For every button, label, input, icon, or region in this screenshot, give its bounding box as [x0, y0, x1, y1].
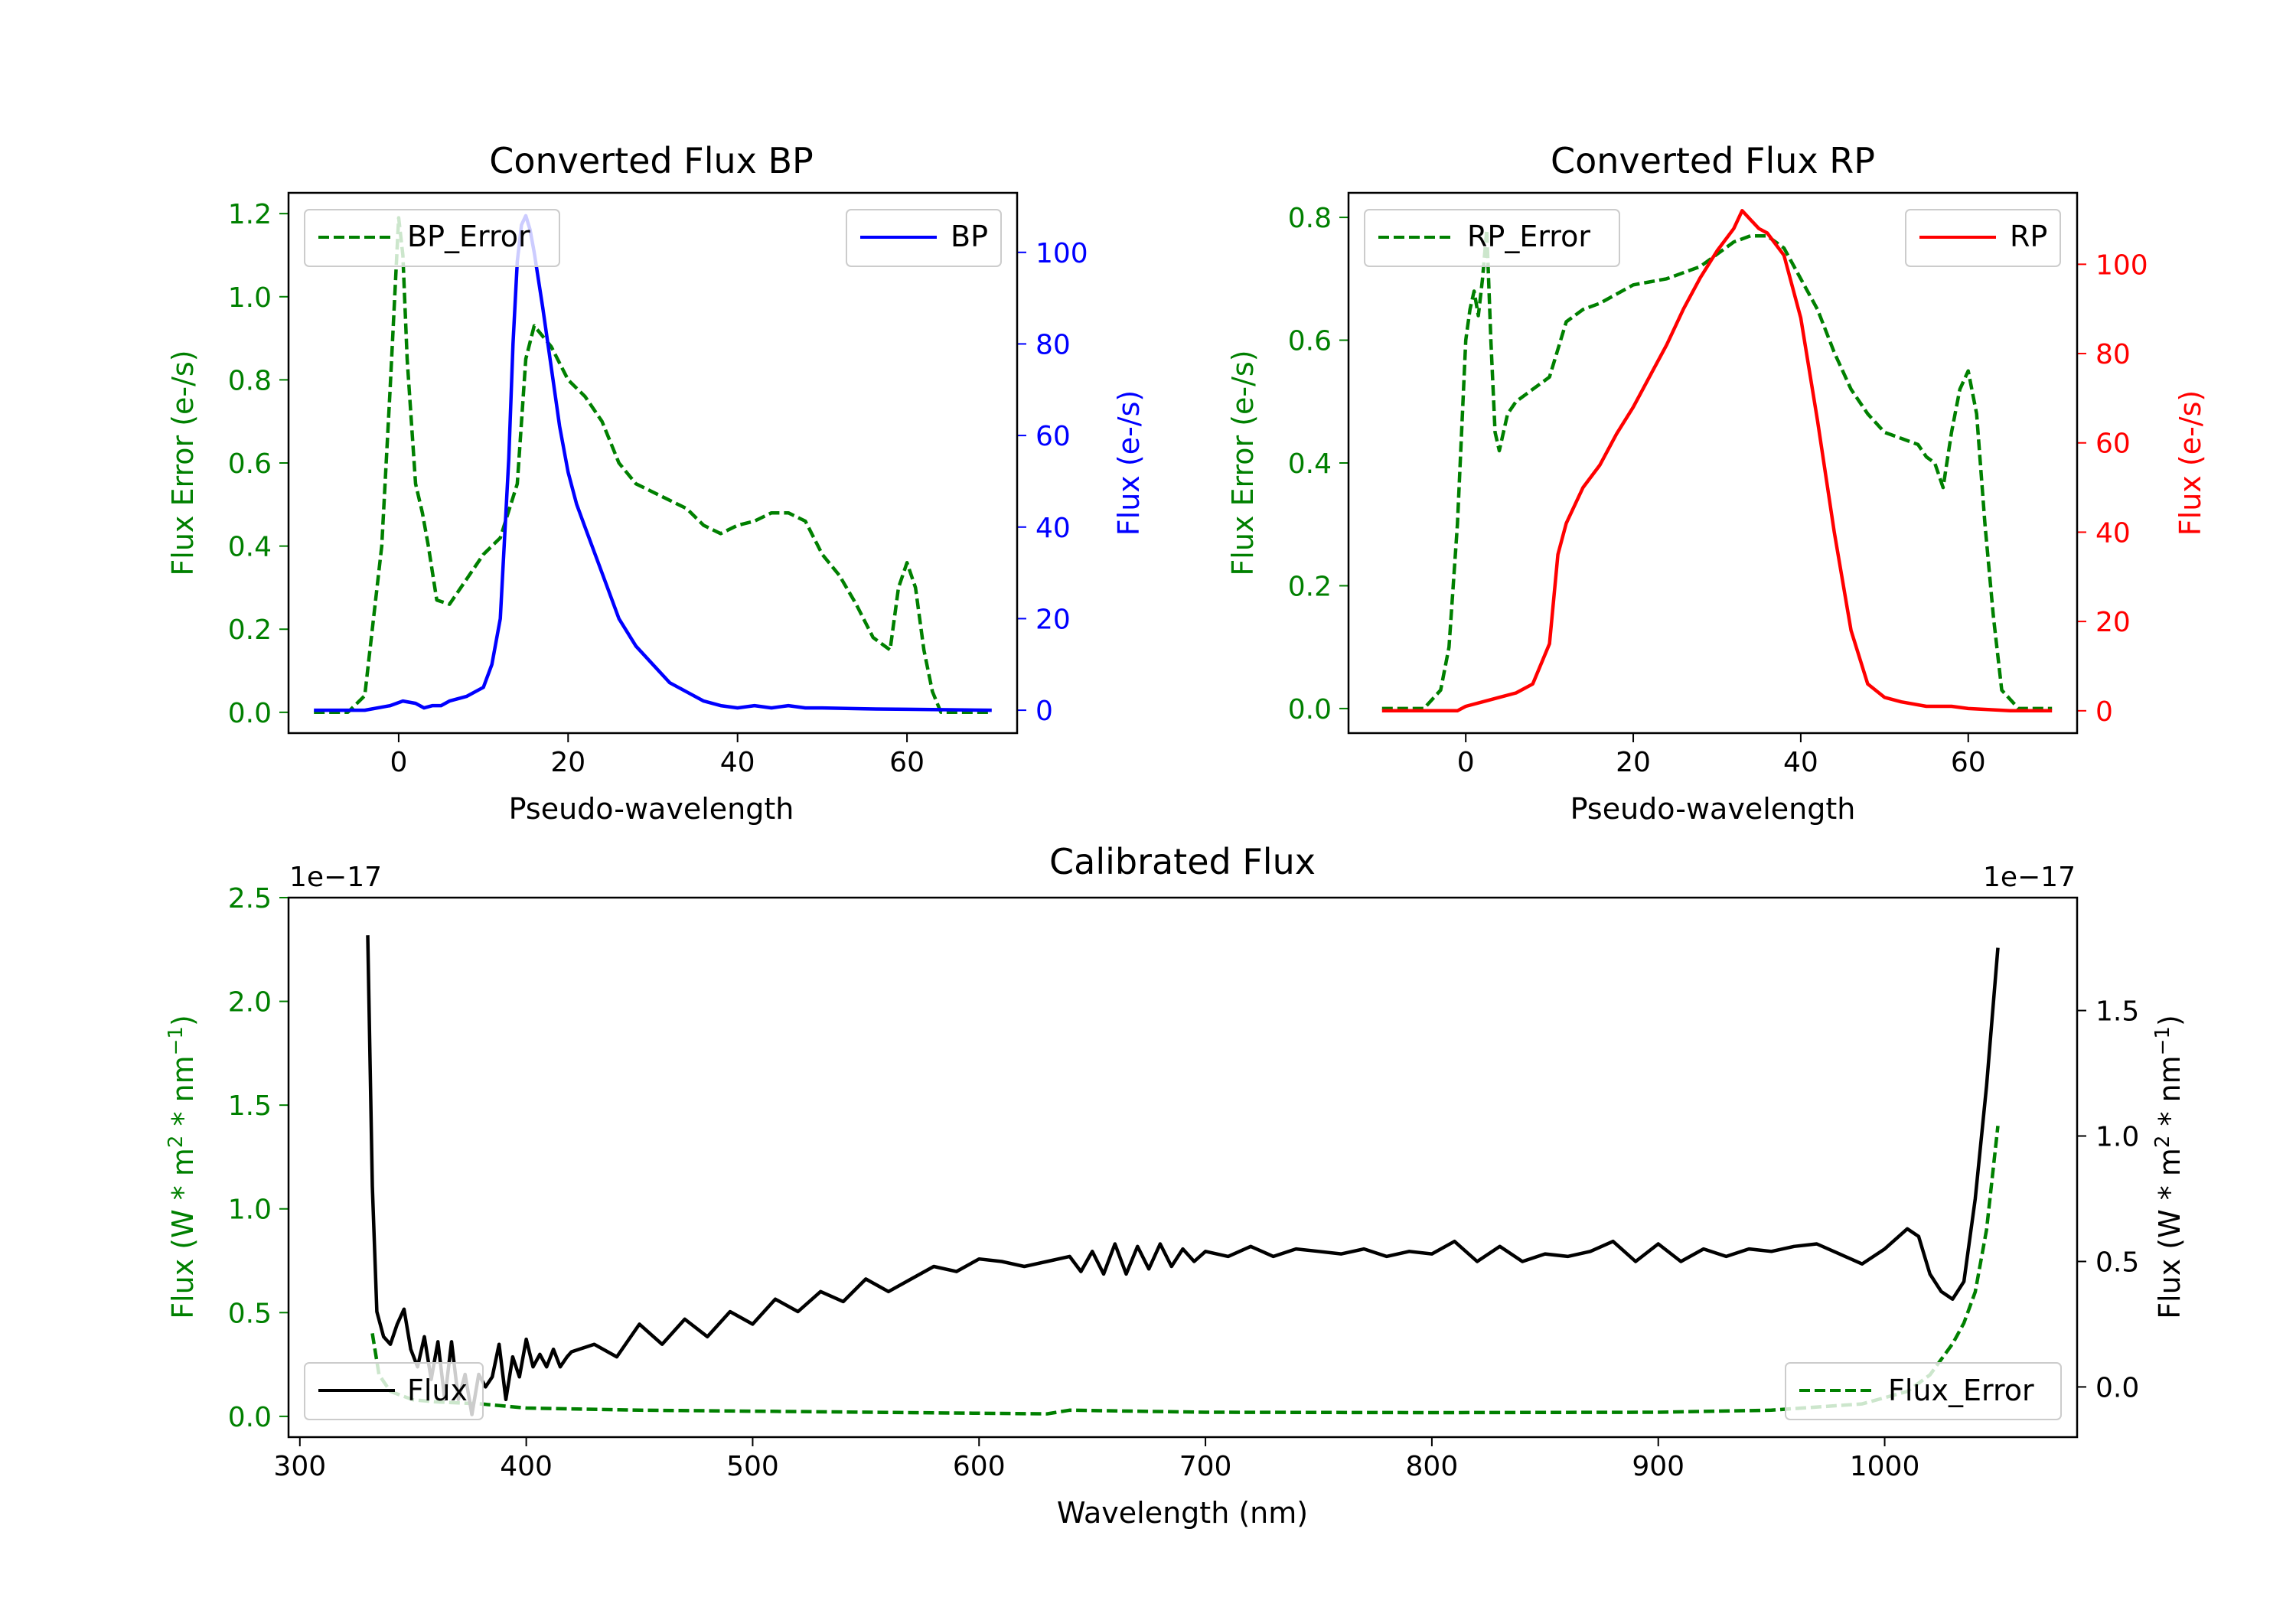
bp-ytick-left-label-0.2: 0.2	[228, 614, 272, 646]
cal-plot-area: 300 400 500 600 700 800 900 1000 0.0 0.5 1.0 1.5 2.0…	[228, 883, 2140, 1482]
rp-legend-flux: RP	[1905, 209, 2061, 267]
rp-legend-error-box	[1364, 209, 1620, 267]
bp-ytick-right-label-60: 60	[1035, 421, 1071, 452]
bp-series-bp	[314, 214, 992, 712]
bp-xtick-label-20: 20	[550, 747, 585, 778]
cal-xtick-label-400: 400	[500, 1451, 553, 1482]
cal-xtick-label-300: 300	[273, 1451, 326, 1482]
cal-legend-error-label: Flux_Error	[1888, 1374, 2034, 1407]
cal-axes-frame	[287, 896, 2079, 1439]
bp-ytick-left-label-1: 1.0	[228, 282, 272, 314]
rp-xtick-label-0: 0	[1457, 747, 1475, 778]
rp-ytick-right-label-20: 20	[2095, 607, 2131, 638]
bp-ytick-right-label-20: 20	[1035, 604, 1071, 635]
rp-ytick-left-label-0.2: 0.2	[1288, 571, 1332, 602]
cal-xtick-label-600: 600	[953, 1451, 1006, 1482]
cal-ylabel-left: Flux (W * m2 * nm−1)	[165, 1015, 200, 1319]
cal-xtick-label-500: 500	[726, 1451, 779, 1482]
bp-ytick-right-label-40: 40	[1035, 513, 1071, 544]
rp-ylabel-right: Flux (e-/s)	[2174, 390, 2207, 536]
bp-panel: Converted Flux BP 0 20 40 60 0.0 0.2 0.4 0.6 0.8…	[166, 140, 1146, 826]
cal-ytick-left-label-1: 1.0	[228, 1195, 272, 1226]
calibrated-panel: Calibrated Flux 300 400 500 600 700 800 900 100…	[165, 841, 2187, 1530]
rp-ytick-left-label-0.6: 0.6	[1288, 326, 1332, 357]
cal-ytick-left-label-0.5: 0.5	[228, 1298, 272, 1329]
rp-xtick-label-40: 40	[1783, 747, 1818, 778]
rp-plot-area: 0 20 40 60 0.0 0.2 0.4 0.6 0.8 0 20 40 60 80 100	[1288, 203, 2148, 778]
rp-legend-error-label: RP_Error	[1467, 220, 1590, 253]
bp-plot-area: 0 20 40 60 0.0 0.2 0.4 0.6 0.8 1.0 1.2 0 20 40 60 80 100	[228, 199, 1088, 778]
rp-title: Converted Flux RP	[1551, 140, 1875, 181]
bp-ytick-right-label-100: 100	[1035, 238, 1088, 269]
bp-ylabel-left: Flux Error (e-/s)	[166, 350, 200, 575]
cal-ytick-right-label-1: 1.0	[2095, 1122, 2139, 1153]
cal-xlabel: Wavelength (nm)	[1057, 1496, 1308, 1530]
bp-ytick-left-label-0: 0.0	[228, 698, 272, 729]
bp-ytick-left-label-0.4: 0.4	[228, 532, 272, 563]
rp-ytick-left-label-0: 0.0	[1288, 694, 1332, 725]
bp-xtick-label-40: 40	[720, 747, 755, 778]
bp-series-bp-error	[314, 216, 992, 715]
bp-ytick-left-label-0.8: 0.8	[228, 365, 272, 396]
rp-axes-frame	[1347, 191, 2079, 735]
bp-legend-flux: BP	[846, 209, 1002, 267]
cal-ytick-left-label-1.5: 1.5	[228, 1090, 272, 1122]
bp-ytick-left-label-1.2: 1.2	[228, 199, 272, 230]
bp-ylabel-right: Flux (e-/s)	[1112, 390, 1146, 536]
cal-xtick-label-900: 900	[1632, 1451, 1684, 1482]
rp-ylabel-left: Flux Error (e-/s)	[1226, 350, 1260, 575]
bp-legend-error-label: BP_Error	[407, 220, 530, 253]
cal-title: Calibrated Flux	[1049, 841, 1316, 882]
rp-legend-flux-label: RP	[2010, 220, 2047, 253]
bp-title: Converted Flux BP	[489, 140, 814, 181]
rp-ytick-right-label-40: 40	[2095, 517, 2131, 549]
cal-offset-left: 1e−17	[289, 862, 382, 893]
cal-legend-error-box	[1785, 1362, 2062, 1420]
cal-ytick-left-label-0: 0.0	[228, 1402, 272, 1433]
rp-ytick-left-label-0.8: 0.8	[1288, 203, 1332, 234]
cal-legend-flux: Flux	[304, 1362, 484, 1420]
rp-xtick-label-60: 60	[1951, 747, 1986, 778]
cal-ytick-left-label-2: 2.0	[228, 987, 272, 1019]
rp-ytick-right-label-100: 100	[2095, 249, 2148, 281]
rp-xtick-label-20: 20	[1616, 747, 1651, 778]
cal-legend-flux-label: Flux	[407, 1374, 468, 1407]
bp-ytick-right-label-0: 0	[1035, 696, 1053, 727]
cal-xtick-label-700: 700	[1179, 1451, 1232, 1482]
cal-ytick-right-label-0.5: 0.5	[2095, 1247, 2139, 1278]
bp-xtick-label-60: 60	[889, 747, 925, 778]
rp-series-rp	[1381, 209, 2053, 713]
cal-ytick-right-label-0: 0.0	[2095, 1372, 2139, 1403]
cal-ytick-left-label-2.5: 2.5	[228, 883, 272, 914]
cal-xtick-label-1000: 1000	[1850, 1451, 1920, 1482]
bp-legend-flux-label: BP	[951, 220, 988, 253]
rp-ytick-right-label-80: 80	[2095, 339, 2131, 370]
rp-series-rp-error	[1381, 227, 2053, 711]
cal-xtick-label-800: 800	[1406, 1451, 1459, 1482]
cal-ylabel-right: Flux (W * m2 * nm−1)	[2151, 1015, 2187, 1319]
bp-ytick-left-label-0.6: 0.6	[228, 448, 272, 480]
cal-legend-error: Flux_Error	[1785, 1362, 2062, 1420]
cal-offset-right: 1e−17	[1983, 862, 2076, 893]
rp-panel: Converted Flux RP 0 20 40 60 0.0 0.2 0.4 0.6 0.8…	[1226, 140, 2207, 826]
rp-ytick-right-label-60: 60	[2095, 429, 2131, 460]
rp-legend-error: RP_Error	[1364, 209, 1620, 267]
bp-xlabel: Pseudo-wavelength	[509, 792, 794, 826]
cal-ytick-right-label-1.5: 1.5	[2095, 996, 2139, 1028]
bp-axes-frame	[287, 191, 1019, 735]
rp-ytick-right-label-0: 0	[2095, 696, 2113, 728]
rp-ytick-left-label-0.4: 0.4	[1288, 448, 1332, 480]
bp-ytick-right-label-80: 80	[1035, 329, 1071, 360]
bp-legend-error: BP_Error	[304, 209, 560, 267]
cal-series-flux-error	[370, 1126, 2000, 1416]
bp-legend-error-box	[304, 209, 560, 267]
rp-xlabel: Pseudo-wavelength	[1570, 792, 1856, 826]
bp-xtick-label-0: 0	[390, 747, 407, 778]
